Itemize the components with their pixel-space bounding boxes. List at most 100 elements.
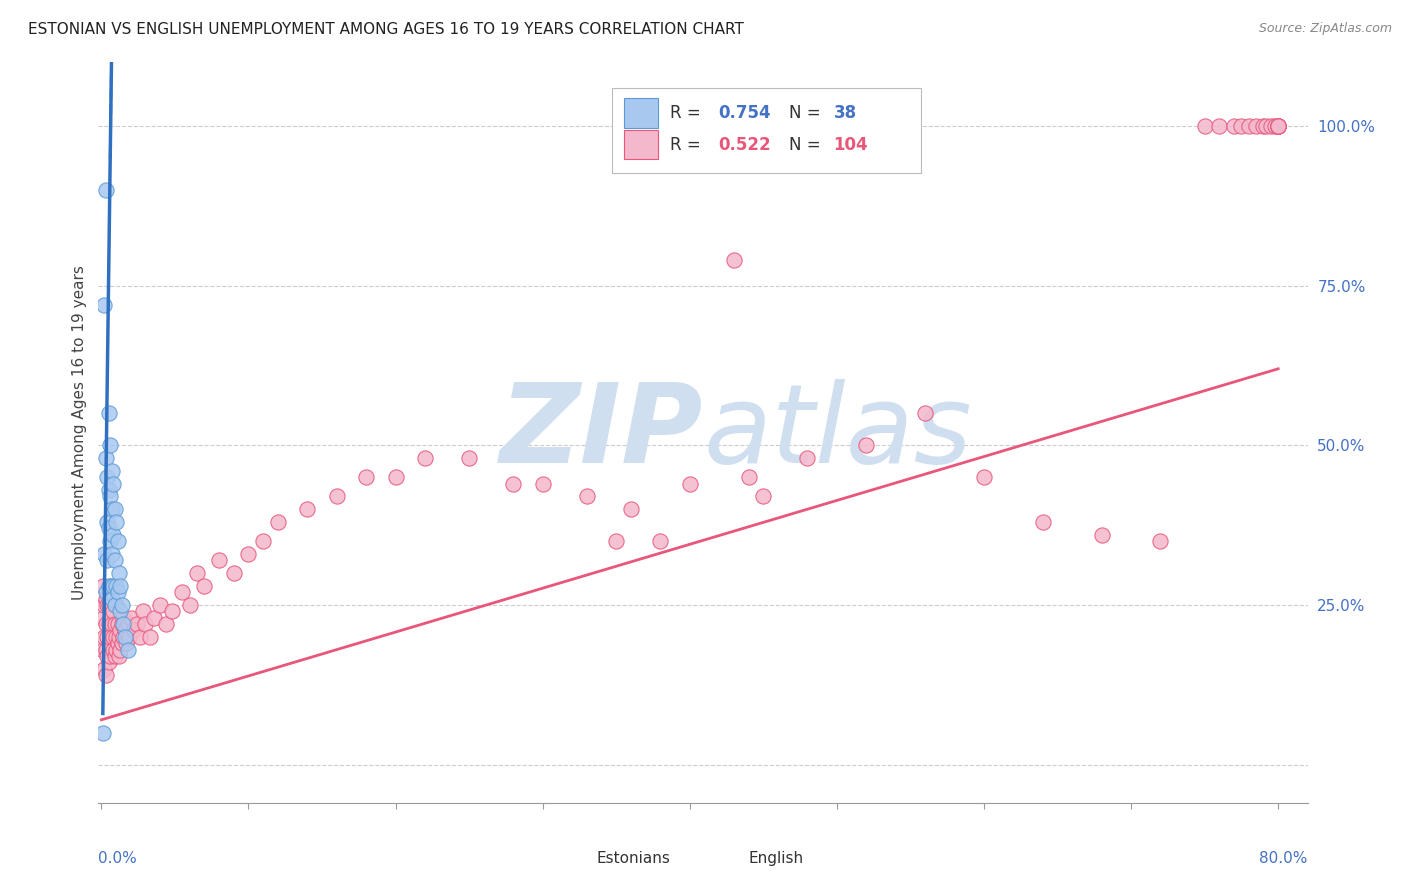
Point — [97, 598, 120, 612]
Point — [97, 617, 120, 632]
Point — [97, 656, 120, 670]
Point — [96, 598, 118, 612]
Point — [114, 624, 136, 638]
Point — [222, 566, 245, 580]
Point — [914, 407, 936, 421]
Point — [115, 636, 138, 650]
Point — [91, 725, 114, 739]
Text: 104: 104 — [834, 136, 869, 153]
Point — [1149, 534, 1171, 549]
Point — [100, 464, 122, 478]
Point — [155, 617, 177, 632]
Point — [107, 636, 129, 650]
Point — [98, 579, 121, 593]
Point — [531, 476, 554, 491]
Point — [575, 490, 598, 504]
Point — [104, 617, 127, 632]
Point — [1237, 120, 1260, 134]
Point — [96, 648, 118, 663]
Point — [91, 579, 114, 593]
Point — [1267, 120, 1289, 134]
Point — [125, 617, 148, 632]
Text: R =: R = — [671, 136, 706, 153]
Point — [1230, 120, 1253, 134]
Point — [105, 515, 128, 529]
Point — [101, 630, 124, 644]
Text: Source: ZipAtlas.com: Source: ZipAtlas.com — [1258, 22, 1392, 36]
Point — [93, 662, 115, 676]
Point — [796, 451, 818, 466]
Point — [111, 617, 134, 632]
Point — [1256, 120, 1278, 134]
Point — [650, 534, 672, 549]
Point — [104, 648, 127, 663]
Point — [96, 630, 118, 644]
Point — [1267, 120, 1289, 134]
Bar — [564, 840, 591, 862]
Point — [752, 490, 775, 504]
Point — [96, 553, 118, 567]
Point — [107, 534, 129, 549]
Point — [104, 598, 127, 612]
Point — [93, 298, 115, 312]
Point — [1267, 120, 1289, 134]
Point — [98, 610, 121, 624]
Point — [96, 515, 118, 529]
Point — [105, 642, 128, 657]
Point — [97, 521, 120, 535]
Text: English: English — [749, 851, 804, 866]
Point — [354, 470, 377, 484]
Point — [208, 553, 231, 567]
Point — [110, 579, 132, 593]
Point — [94, 591, 117, 606]
Point — [96, 470, 118, 484]
Point — [1260, 120, 1282, 134]
Point — [98, 490, 121, 504]
Point — [104, 502, 127, 516]
Point — [458, 451, 481, 466]
Point — [97, 407, 120, 421]
Point — [620, 502, 643, 516]
Point — [297, 502, 319, 516]
Point — [93, 630, 115, 644]
Point — [172, 585, 194, 599]
Point — [105, 630, 128, 644]
Point — [252, 534, 274, 549]
Text: R =: R = — [671, 103, 706, 122]
Point — [94, 451, 117, 466]
Point — [325, 490, 347, 504]
Point — [101, 642, 124, 657]
Text: 38: 38 — [834, 103, 856, 122]
Point — [108, 648, 131, 663]
Point — [91, 610, 114, 624]
Point — [104, 553, 127, 567]
Point — [94, 183, 117, 197]
FancyBboxPatch shape — [613, 88, 921, 173]
Point — [117, 617, 139, 632]
Point — [1253, 120, 1275, 134]
Point — [111, 636, 134, 650]
Point — [973, 470, 995, 484]
Point — [97, 483, 120, 497]
Point — [101, 476, 124, 491]
Bar — [624, 130, 658, 160]
Point — [1223, 120, 1246, 134]
Point — [100, 591, 122, 606]
Point — [98, 630, 121, 644]
Point — [1267, 120, 1289, 134]
Point — [98, 534, 121, 549]
Point — [94, 585, 117, 599]
Point — [98, 438, 121, 452]
Point — [108, 630, 131, 644]
Point — [384, 470, 406, 484]
Point — [97, 579, 120, 593]
Text: N =: N = — [789, 103, 825, 122]
Point — [605, 534, 627, 549]
Point — [118, 630, 141, 644]
Point — [267, 515, 290, 529]
Point — [139, 630, 162, 644]
Bar — [716, 840, 742, 862]
Point — [101, 604, 124, 618]
Point — [160, 604, 183, 618]
Point — [1244, 120, 1267, 134]
